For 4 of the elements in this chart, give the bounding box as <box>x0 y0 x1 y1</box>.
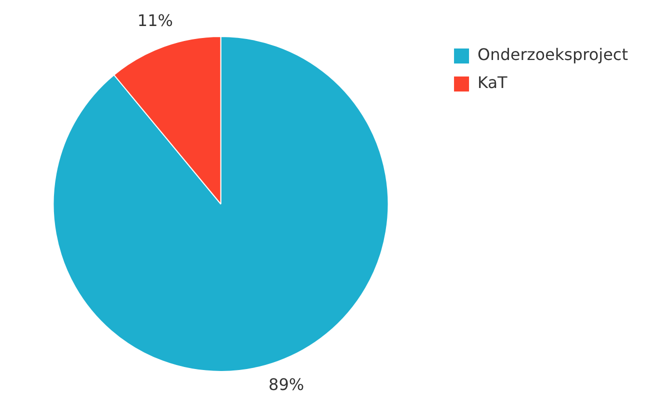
legend-label: KaT <box>478 73 508 92</box>
legend-label: Onderzoeksproject <box>478 45 628 64</box>
data-label: 11% <box>137 11 173 30</box>
data-label: 89% <box>268 375 304 394</box>
